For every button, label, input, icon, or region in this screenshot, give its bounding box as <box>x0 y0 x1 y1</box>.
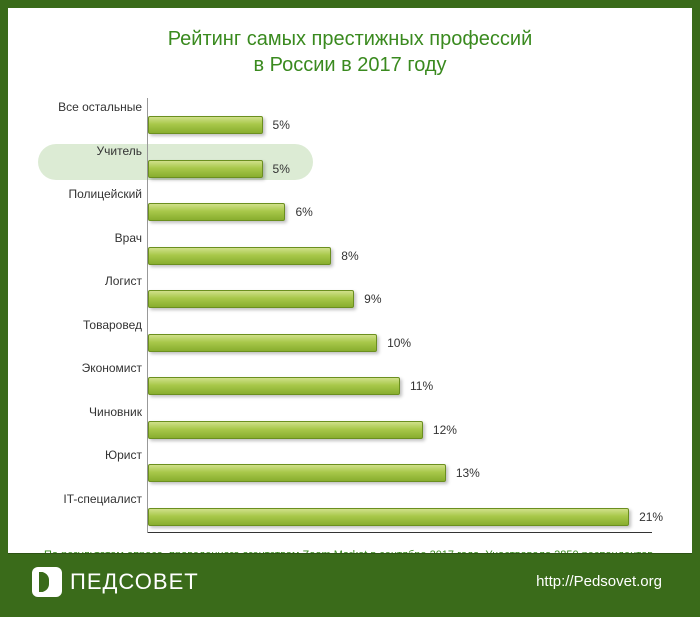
bar <box>148 160 263 178</box>
bar <box>148 116 263 134</box>
value-label: 9% <box>364 290 381 308</box>
bar <box>148 334 377 352</box>
brand-logo-icon <box>32 567 62 597</box>
value-label: 11% <box>410 377 433 395</box>
bar <box>148 377 400 395</box>
category-label: Все остальные <box>38 98 142 114</box>
value-label: 5% <box>273 116 290 134</box>
footer-bar: ПЕДСОВЕТ http://Pedsovet.org <box>8 553 692 609</box>
value-label: 12% <box>433 421 457 439</box>
value-label: 13% <box>456 464 480 482</box>
title-line-1: Рейтинг самых престижных профессий <box>168 28 533 50</box>
chart-title: Рейтинг самых престижных профессий в Рос… <box>8 8 692 88</box>
category-label: Логист <box>38 272 142 288</box>
value-label: 10% <box>387 334 411 352</box>
value-label: 21% <box>639 508 663 526</box>
bar <box>148 203 285 221</box>
value-label: 5% <box>273 160 290 178</box>
category-label: Полицейский <box>38 185 142 201</box>
bar <box>148 464 446 482</box>
bar <box>148 247 331 265</box>
brand-name: ПЕДСОВЕТ <box>70 569 199 595</box>
category-label: Товаровед <box>38 316 142 332</box>
footer-url: http://Pedsovet.org <box>536 573 662 590</box>
category-label: Чиновник <box>38 403 142 419</box>
brand: ПЕДСОВЕТ <box>32 567 199 597</box>
category-label: Юрист <box>38 446 142 462</box>
bar-chart: Все остальные 5% Учитель 5% Полицейский 6% Вра… <box>38 98 652 533</box>
category-label: Учитель <box>38 142 142 158</box>
infographic-frame: Рейтинг самых престижных профессий в Рос… <box>0 0 700 617</box>
title-line-2: в России в 2017 году <box>253 54 446 76</box>
category-label: Врач <box>38 229 142 245</box>
category-label: IT-специалист <box>38 490 142 506</box>
category-label: Экономист <box>38 359 142 375</box>
value-label: 8% <box>341 247 358 265</box>
bar <box>148 290 354 308</box>
value-label: 6% <box>295 203 312 221</box>
bar <box>148 508 629 526</box>
bar <box>148 421 423 439</box>
